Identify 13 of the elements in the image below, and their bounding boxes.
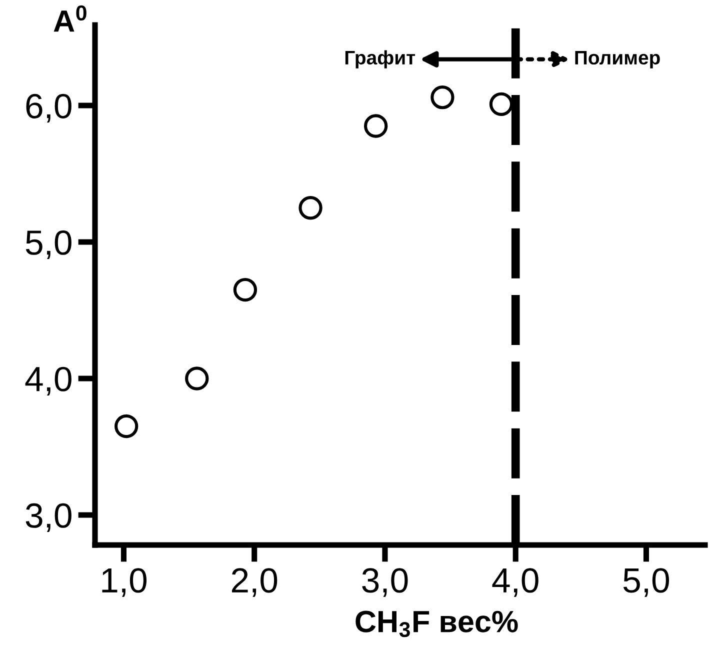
y-tick-label: 5,0 bbox=[26, 230, 72, 260]
x-tick-label: 3,0 bbox=[362, 568, 408, 597]
annotation: Графит bbox=[345, 50, 416, 68]
y-axis-title: A$^{0}$ bbox=[54, 5, 86, 32]
x-tick-label: 4,0 bbox=[492, 568, 538, 597]
x-tick-label: 5,0 bbox=[623, 568, 669, 597]
y-tick-label: 4,0 bbox=[25, 366, 72, 396]
x-axis-title: CH$_{3}$F вес% bbox=[356, 610, 518, 638]
y-tick-label: 6,0 bbox=[26, 94, 72, 123]
x-tick-label: 2,0 bbox=[232, 568, 278, 597]
x-tick-label: 1,0 bbox=[102, 568, 147, 597]
y-tick-label: 3,0 bbox=[26, 503, 72, 532]
annotation: Полимер bbox=[575, 50, 660, 68]
